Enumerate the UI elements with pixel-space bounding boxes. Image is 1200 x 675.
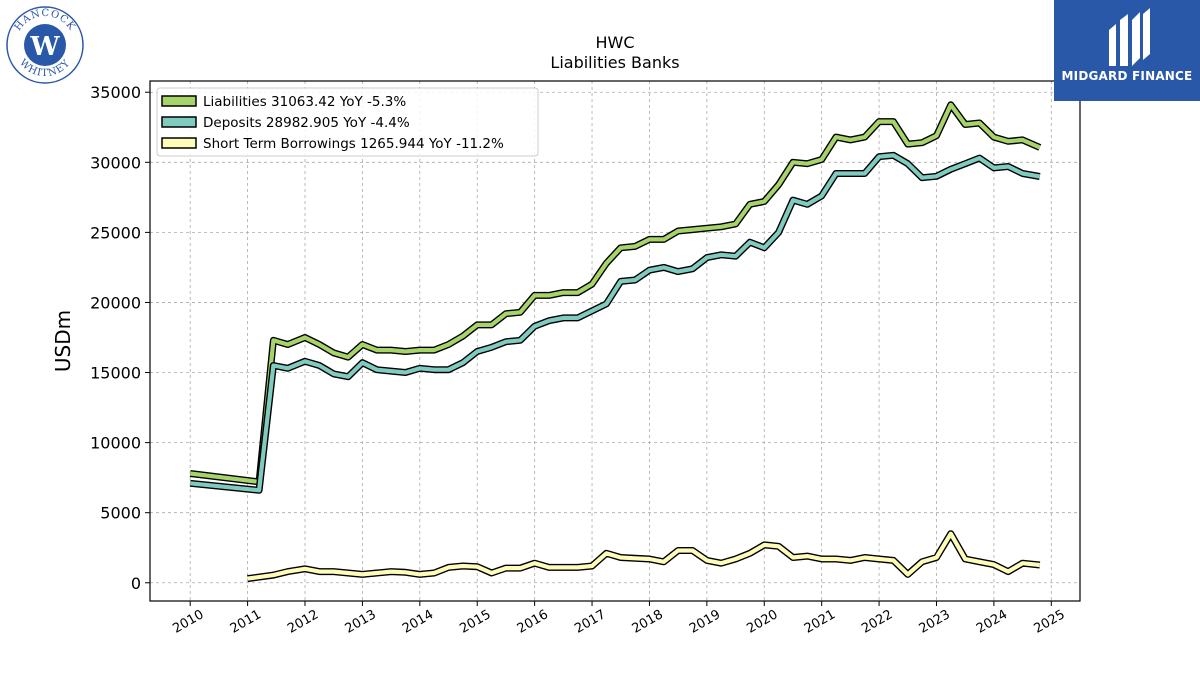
legend-box <box>156 87 539 157</box>
y-axis: 0 5000 10000 15000 20000 25000 30000 35000 <box>90 83 150 593</box>
legend: Liabilities 31063.42 YoY -5.3% Deposits 2… <box>156 87 539 157</box>
x-tick-label: 2018 <box>630 607 666 637</box>
y-tick-label: 30000 <box>90 153 141 172</box>
x-tick-label: 2010 <box>170 607 206 637</box>
y-tick-label: 10000 <box>90 434 141 453</box>
x-tick-label: 2020 <box>744 607 780 637</box>
x-tick-label: 2023 <box>917 607 953 637</box>
y-tick-label: 0 <box>131 574 141 593</box>
x-tick-label: 2016 <box>515 607 551 637</box>
plot-frame <box>149 80 1081 602</box>
hancock-whitney-logo: W HANCOCK WHITNEY <box>4 4 86 86</box>
x-axis: 2010 2011 2012 2013 2014 2015 2016 2017 2018 2019… <box>170 601 1068 637</box>
x-tick-label: 2021 <box>802 607 838 637</box>
series-line-deposits <box>189 153 1041 493</box>
series-outline-short-term-borrowings <box>247 530 1041 583</box>
legend-label-short-term-borrowings: Short Term Borrowings 1265.944 YoY -11.2… <box>203 136 504 152</box>
x-tick-label: 2017 <box>572 607 608 637</box>
series-line-short-term-borrowings <box>247 531 1041 581</box>
series-outline-deposits <box>189 151 1041 494</box>
x-tick-label: 2024 <box>974 607 1010 637</box>
midgard-finance-text: MIDGARD FINANCE <box>1061 69 1193 83</box>
y-tick-label: 25000 <box>90 223 141 242</box>
y-tick-label: 15000 <box>90 364 141 383</box>
logo-emblem-letter: W <box>29 32 60 62</box>
chart-subtitle: Liabilities Banks <box>550 53 679 72</box>
x-tick-label: 2011 <box>228 607 264 637</box>
legend-label-deposits: Deposits 28982.905 YoY -4.4% <box>203 115 410 131</box>
series-line-liabilities <box>189 102 1041 484</box>
y-tick-label: 5000 <box>100 504 141 523</box>
x-tick-label: 2014 <box>400 607 436 637</box>
midgard-mark-icon <box>1109 8 1150 66</box>
legend-swatch-deposits <box>161 116 197 128</box>
y-tick-label: 35000 <box>90 83 141 102</box>
logo-emblem-icon <box>24 24 66 66</box>
midgard-finance-logo: MIDGARD FINANCE <box>1054 0 1200 101</box>
y-axis-label: USDm <box>51 310 75 372</box>
legend-label-liabilities: Liabilities 31063.42 YoY -5.3% <box>203 94 406 110</box>
legend-swatch-liabilities <box>161 95 197 107</box>
legend-swatch-short-term-borrowings <box>161 137 197 149</box>
x-tick-label: 2022 <box>859 607 895 637</box>
x-tick-label: 2013 <box>343 607 379 637</box>
chart-title: HWC <box>595 33 634 52</box>
series-group <box>189 101 1042 583</box>
x-tick-label: 2019 <box>687 607 723 637</box>
x-tick-label: 2025 <box>1031 607 1067 637</box>
x-tick-label: 2012 <box>285 607 321 637</box>
x-tick-label: 2015 <box>457 607 493 637</box>
grid <box>150 81 1080 601</box>
y-tick-label: 20000 <box>90 293 141 312</box>
